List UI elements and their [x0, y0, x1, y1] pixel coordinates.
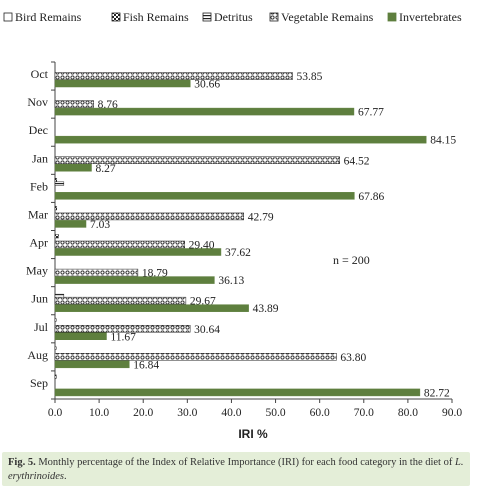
bar-bird-remains-jul	[54, 318, 57, 322]
bar-invertebrates-apr	[54, 248, 222, 256]
data-label-invertebrates-jul: 11.67	[110, 331, 136, 343]
bar-vegetable-remains-nov	[54, 100, 94, 108]
data-label-invertebrates-may: 36.13	[218, 275, 244, 287]
data-label-invertebrates-sep: 82.72	[424, 387, 450, 399]
x-tick-label: 0.0	[48, 407, 63, 419]
bar-vegetable-remains-jan	[54, 156, 340, 164]
x-tick-label: 30.0	[177, 407, 197, 419]
caption-end: .	[64, 471, 67, 482]
data-label-vegetable-remains-may: 18.79	[142, 268, 168, 280]
legend: Bird Remains Fish Remains Detritus Vegetabl…	[3, 10, 462, 24]
x-tick-label: 90.0	[442, 407, 462, 419]
axes: 0.0 10.0 20.0 30.0 40.0 50.0 60.0 70.0 80.0 90.0 O…	[26, 61, 462, 419]
bar-fish-remains-feb	[54, 178, 58, 183]
data-label-invertebrates-oct: 30.66	[194, 79, 220, 91]
y-tick-label-mar: Mar	[28, 207, 48, 221]
y-tick-label-apr: Apr	[29, 236, 48, 250]
y-tick-label-jul: Jul	[34, 320, 49, 334]
y-tick-label-oct: Oct	[31, 67, 49, 81]
data-label-vegetable-remains-oct: 53.85	[297, 71, 323, 83]
data-label-vegetable-remains-aug: 63.80	[340, 352, 366, 364]
bar-vegetable-remains-oct	[54, 72, 293, 80]
data-label-invertebrates-jun: 43.89	[253, 303, 279, 315]
chart: Bird Remains Fish Remains Detritus Vegetabl…	[3, 10, 462, 441]
bar-fish-remains-sep	[54, 374, 57, 379]
bar-invertebrates-jun	[54, 304, 249, 312]
legend-label-vegetable-remains: Vegetable Remains	[281, 10, 374, 24]
caption-species: L. erythrinoides	[8, 457, 464, 482]
bar-vegetable-remains-may	[54, 268, 139, 277]
x-tick-label: 70.0	[354, 407, 374, 419]
bar-fish-remains-mar	[54, 206, 58, 211]
y-tick-label-may: May	[26, 264, 48, 278]
bar-invertebrates-nov	[54, 107, 355, 116]
data-label-vegetable-remains-jun: 29.67	[190, 296, 216, 308]
data-label-invertebrates-dec: 84.15	[430, 135, 456, 147]
data-label-invertebrates-nov: 67.77	[358, 107, 384, 119]
data-label-vegetable-remains-apr: 29.40	[189, 240, 215, 252]
x-tick-label: 50.0	[265, 407, 285, 419]
data-label-invertebrates-aug: 16.84	[133, 359, 159, 371]
x-tick-label: 80.0	[398, 407, 418, 419]
legend-label-bird-remains: Bird Remains	[15, 10, 82, 24]
data-label-vegetable-remains-jul: 30.64	[194, 324, 220, 336]
sample-size-annotation: n = 200	[333, 253, 370, 267]
data-label-vegetable-remains-jan: 64.52	[344, 155, 370, 167]
caption-label: Fig. 5.	[8, 457, 36, 468]
bar-invertebrates-jul	[54, 332, 107, 340]
legend-swatch-detritus	[202, 12, 212, 22]
legend-label-detritus: Detritus	[214, 10, 253, 24]
x-tick-label: 10.0	[89, 407, 109, 419]
x-tick-label: 20.0	[133, 407, 153, 419]
bar-invertebrates-sep	[54, 388, 421, 397]
bar-vegetable-remains-apr	[54, 240, 185, 249]
y-tick-label-jan: Jan	[32, 151, 48, 165]
legend-swatch-fish-remains	[111, 12, 121, 22]
y-tick-label-nov: Nov	[27, 95, 48, 109]
bar-vegetable-remains-mar	[54, 212, 245, 221]
y-tick-label-jun: Jun	[31, 292, 48, 306]
data-label-vegetable-remains-nov: 8.76	[98, 99, 118, 111]
data-label-invertebrates-feb: 67.86	[358, 191, 384, 203]
data-label-invertebrates-jan: 8.27	[95, 163, 115, 175]
bar-invertebrates-mar	[54, 220, 87, 228]
legend-label-invertebrates: Invertebrates	[399, 10, 462, 24]
y-tick-label-feb: Feb	[30, 179, 48, 193]
legend-swatch-invertebrates	[387, 12, 397, 22]
bar-invertebrates-may	[54, 276, 215, 284]
bar-vegetable-remains-jun	[54, 296, 187, 305]
bar-invertebrates-jan	[54, 164, 92, 172]
value-labels: 53.85 8.76 64.52 42.79 29.40 18.79 29.67 30.64 6…	[90, 71, 456, 399]
y-tick-label-sep: Sep	[30, 376, 48, 390]
data-label-invertebrates-mar: 7.03	[90, 219, 110, 231]
bar-invertebrates-oct	[54, 79, 191, 88]
bars	[54, 72, 427, 397]
caption-text: Monthly percentage of the Index of Relat…	[35, 457, 455, 468]
x-tick-label: 60.0	[310, 407, 330, 419]
x-axis-title: IRI %	[238, 427, 268, 441]
x-tick-label: 40.0	[221, 407, 241, 419]
legend-label-fish-remains: Fish Remains	[123, 10, 189, 24]
bar-invertebrates-aug	[54, 360, 130, 369]
bar-invertebrates-dec	[54, 135, 427, 144]
bar-vegetable-remains-aug	[54, 353, 337, 361]
data-label-vegetable-remains-mar: 42.79	[248, 211, 274, 223]
y-tick-label-dec: Dec	[29, 123, 48, 137]
data-label-invertebrates-apr: 37.62	[225, 247, 251, 259]
bar-fish-remains-apr	[54, 234, 59, 239]
legend-swatch-vegetable-remains	[269, 12, 279, 22]
y-tick-label-aug: Aug	[27, 348, 48, 362]
bar-vegetable-remains-jul	[54, 325, 191, 333]
bar-bird-remains-aug	[54, 346, 57, 350]
bar-invertebrates-feb	[54, 192, 355, 200]
bar-detritus-feb	[54, 181, 65, 186]
legend-swatch-bird-remains	[3, 12, 13, 22]
figure-caption: Fig. 5. Monthly percentage of the Index …	[2, 452, 470, 486]
